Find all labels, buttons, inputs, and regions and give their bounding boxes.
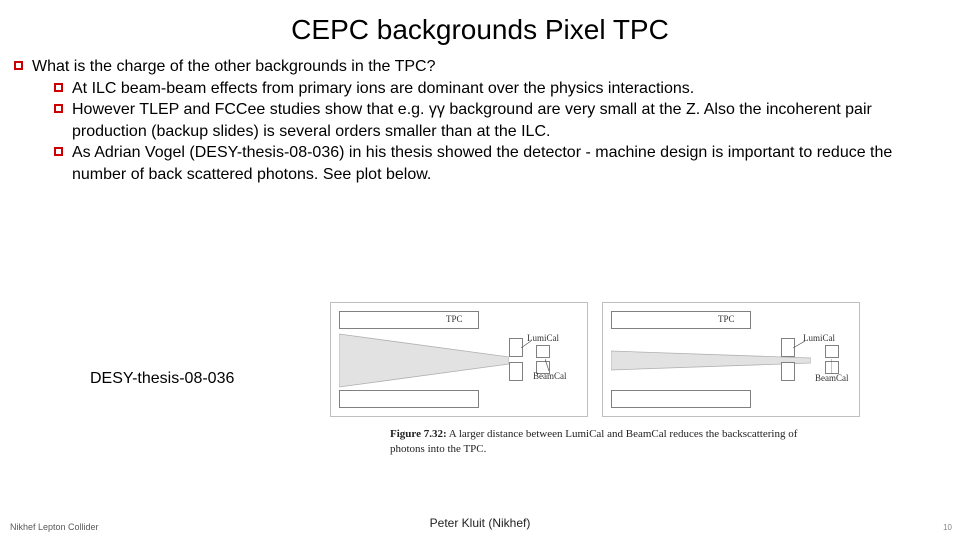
sub-point-text: As Adrian Vogel (DESY-thesis-08-036) in … <box>72 142 940 185</box>
sub-point-text: At ILC beam-beam effects from primary io… <box>72 78 694 100</box>
bullet-level2: At ILC beam-beam effects from primary io… <box>54 78 940 100</box>
figure-panels: TPC LumiCal BeamCal TPC LumiCal BeamCal <box>330 302 860 417</box>
label-connector-icon <box>545 359 551 371</box>
square-bullet-icon <box>54 147 63 156</box>
tpc-box <box>611 390 751 408</box>
figure-panel-left: TPC LumiCal BeamCal <box>330 302 588 417</box>
figure-caption-text: A larger distance between LumiCal and Be… <box>390 428 797 455</box>
figure-caption: Figure 7.32: A larger distance between L… <box>330 427 860 457</box>
reference-label: DESY-thesis-08-036 <box>90 370 234 388</box>
label-connector-icon <box>521 341 531 349</box>
page-number: 10 <box>943 523 952 532</box>
sub-point-text: However TLEP and FCCee studies show that… <box>72 99 940 142</box>
slide-title: CEPC backgrounds Pixel TPC <box>0 0 960 56</box>
square-bullet-icon <box>54 83 63 92</box>
main-question-text: What is the charge of the other backgrou… <box>32 56 436 78</box>
lumical-box <box>781 362 795 381</box>
lumical-box <box>509 362 523 381</box>
square-bullet-icon <box>14 61 23 70</box>
lumical-label: LumiCal <box>527 333 559 343</box>
figure-caption-prefix: Figure 7.32: <box>390 428 447 440</box>
beamcal-label: BeamCal <box>815 373 849 383</box>
figure-panel-right: TPC LumiCal BeamCal <box>602 302 860 417</box>
figure-area: TPC LumiCal BeamCal TPC LumiCal BeamCal … <box>330 302 860 457</box>
bullet-level2: As Adrian Vogel (DESY-thesis-08-036) in … <box>54 142 940 185</box>
tpc-box <box>339 390 479 408</box>
footer-center: Peter Kluit (Nikhef) <box>0 516 960 530</box>
label-connector-icon <box>831 359 837 373</box>
tpc-label: TPC <box>718 314 735 324</box>
square-bullet-icon <box>54 104 63 113</box>
bullet-level2: However TLEP and FCCee studies show that… <box>54 99 940 142</box>
lumical-label: LumiCal <box>803 333 835 343</box>
beamcal-box <box>536 345 550 358</box>
tpc-label: TPC <box>446 314 463 324</box>
bullet-level1: What is the charge of the other backgrou… <box>14 56 940 78</box>
beamcal-label: BeamCal <box>533 371 567 381</box>
label-connector-icon <box>793 341 805 349</box>
content-area: What is the charge of the other backgrou… <box>0 56 960 186</box>
beamcal-box <box>825 345 839 358</box>
backscatter-cone-icon <box>339 329 509 392</box>
